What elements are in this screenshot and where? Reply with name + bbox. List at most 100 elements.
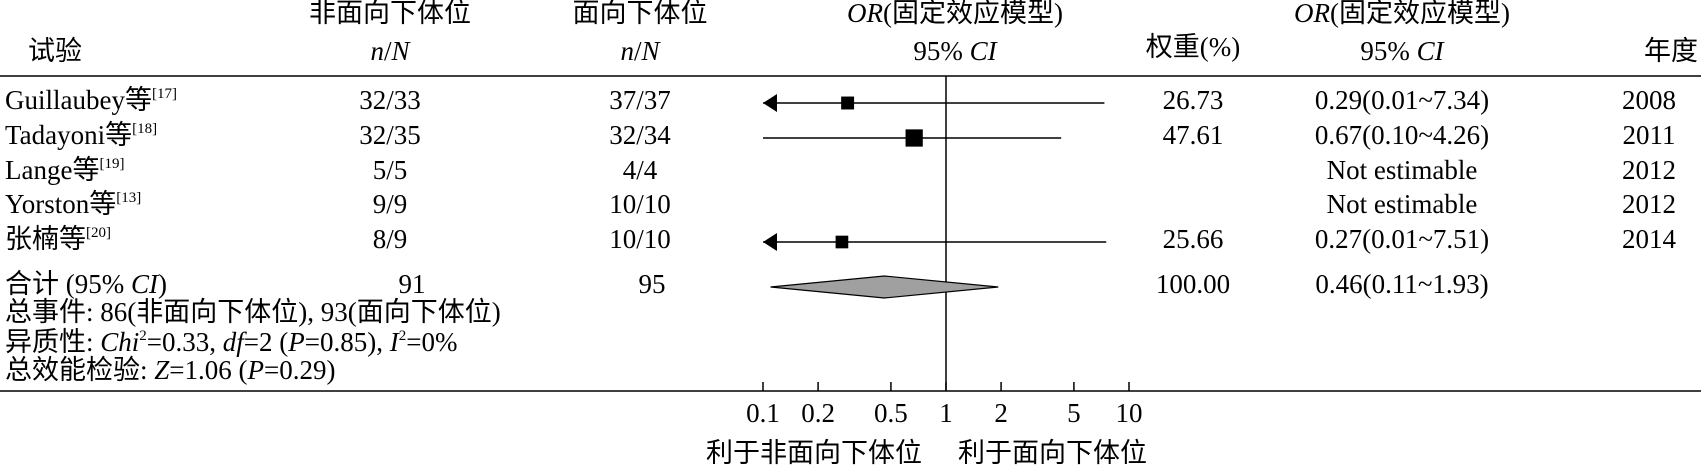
study-ref: [17]	[152, 86, 177, 102]
heterogeneity-text-part: =2 (	[244, 327, 288, 357]
weight-label: 25.66	[1163, 224, 1224, 254]
header-ci-sub-part: CI	[1417, 36, 1446, 66]
ci-label: Not estimable	[1327, 189, 1478, 219]
ci-arrow	[763, 94, 777, 112]
heterogeneity-text: 异质性: Chi2=0.33, df=2 (P=0.85), I2=0%	[5, 327, 457, 357]
x-tick-label: 0.5	[874, 398, 908, 428]
favours-left: 利于非面向下体位	[706, 438, 922, 468]
events-group2: 4/4	[623, 155, 658, 185]
heterogeneity-text-part: =0.33,	[147, 327, 223, 357]
events-group2: 37/37	[609, 85, 671, 115]
study-name: 张楠等	[5, 224, 86, 254]
heterogeneity-text-part: 2	[139, 328, 147, 344]
x-tick-label: 2	[994, 398, 1008, 428]
year-label: 2008	[1622, 85, 1676, 115]
header-ci: OR(固定效应模型)	[1294, 0, 1510, 28]
ci-label: 0.67(0.10~4.26)	[1315, 120, 1489, 150]
study-ref: [19]	[99, 156, 124, 172]
header-group1-sub-part: /	[384, 36, 392, 66]
events-group2: 10/10	[609, 189, 671, 219]
header-group1: 非面向下体位	[309, 0, 471, 28]
events-text: 总事件: 86(非面向下体位), 93(面向下体位)	[5, 297, 501, 327]
header-plot-sub-part: CI	[970, 36, 999, 66]
header-group2: 面向下体位	[573, 0, 708, 28]
header-ci-part: OR	[1294, 0, 1330, 28]
header-group2-sub-part: N	[641, 36, 662, 66]
year-label: 2012	[1622, 155, 1676, 185]
total-events1: 91	[399, 269, 426, 299]
header-group2-sub: n/N	[620, 36, 661, 66]
heterogeneity-text-part: Chi	[100, 327, 139, 357]
x-tick-label: 0.1	[746, 398, 780, 428]
total-label-part: 合计 (95%	[5, 269, 131, 299]
header-plot: OR(固定效应模型)	[847, 0, 1063, 28]
header-plot-sub-part: 95%	[913, 36, 969, 66]
weight-label: 47.61	[1163, 120, 1224, 150]
heterogeneity-text-part: =0%	[406, 327, 457, 357]
year-label: 2014	[1622, 224, 1677, 254]
ci-label: 0.27(0.01~7.51)	[1315, 224, 1489, 254]
overall-test-text-part: Z	[154, 355, 170, 385]
header-ci-sub: 95% CI	[1360, 36, 1445, 66]
heterogeneity-text-part: 异质性:	[5, 327, 100, 357]
total-diamond	[770, 275, 999, 299]
effect-square	[835, 235, 849, 249]
header-plot-sub: 95% CI	[913, 36, 998, 66]
header-study: 试验	[28, 36, 82, 66]
overall-test-text-part: =0.29)	[264, 355, 335, 385]
heterogeneity-text-part: df	[223, 327, 248, 357]
year-label: 2011	[1623, 120, 1676, 150]
x-tick-label: 5	[1067, 398, 1081, 428]
header-weight: 权重(%)	[1146, 32, 1240, 62]
study-label: Tadayoni等[18]	[5, 120, 157, 150]
overall-test-text-part: 总效能检验:	[5, 355, 154, 385]
events-group1: 9/9	[373, 189, 408, 219]
header-group2-sub-part: /	[634, 36, 642, 66]
x-tick-label: 0.2	[801, 398, 835, 428]
study-ref: [13]	[116, 190, 141, 206]
x-tick-label: 10	[1116, 398, 1143, 428]
events-group1: 32/35	[359, 120, 421, 150]
ci-label: Not estimable	[1327, 155, 1478, 185]
events-group1: 8/9	[373, 224, 408, 254]
events-group2: 10/10	[609, 224, 671, 254]
overall-test-text: 总效能检验: Z=1.06 (P=0.29)	[5, 355, 335, 385]
study-label: Yorston等[13]	[5, 189, 141, 219]
header-year: 年度	[1644, 36, 1698, 66]
total-weight: 100.00	[1156, 269, 1230, 299]
heterogeneity-text-part: =0.85),	[305, 327, 390, 357]
header-plot-part: (固定效应模型)	[883, 0, 1063, 28]
total-label-part: )	[158, 269, 167, 299]
header-group1-sub: n/N	[370, 36, 411, 66]
x-tick-label: 1	[939, 398, 953, 428]
ci-arrow	[763, 233, 777, 251]
ci-label: 0.29(0.01~7.34)	[1315, 85, 1489, 115]
heterogeneity-text-part: I	[389, 327, 401, 357]
study-name: Lange等	[5, 155, 99, 185]
weight-label: 26.73	[1163, 85, 1224, 115]
total-label-part: CI	[131, 269, 160, 299]
favours-right: 利于面向下体位	[958, 438, 1147, 468]
events-group1: 5/5	[373, 155, 408, 185]
study-label: Lange等[19]	[5, 155, 124, 185]
overall-test-text-part: P	[247, 355, 265, 385]
total-events2: 95	[639, 269, 666, 299]
heterogeneity-text-part: 2	[399, 328, 407, 344]
effect-square	[841, 96, 855, 110]
events-group1: 32/33	[359, 85, 421, 115]
total-label: 合计 (95% CI)	[5, 269, 167, 299]
header-ci-part: (固定效应模型)	[1330, 0, 1510, 28]
study-name: Tadayoni等	[5, 120, 132, 150]
study-label: Guillaubey等[17]	[5, 85, 177, 115]
study-ref: [18]	[132, 121, 157, 137]
study-label: 张楠等[20]	[5, 224, 111, 254]
header-ci-sub-part: 95%	[1360, 36, 1416, 66]
header-group1-sub-part: N	[391, 36, 412, 66]
study-name: Yorston等	[5, 189, 116, 219]
header-group2-sub-part: n	[620, 36, 634, 66]
events-group2: 32/34	[609, 120, 671, 150]
header-group1-sub-part: n	[370, 36, 384, 66]
overall-test-text-part: =1.06 (	[169, 355, 247, 385]
